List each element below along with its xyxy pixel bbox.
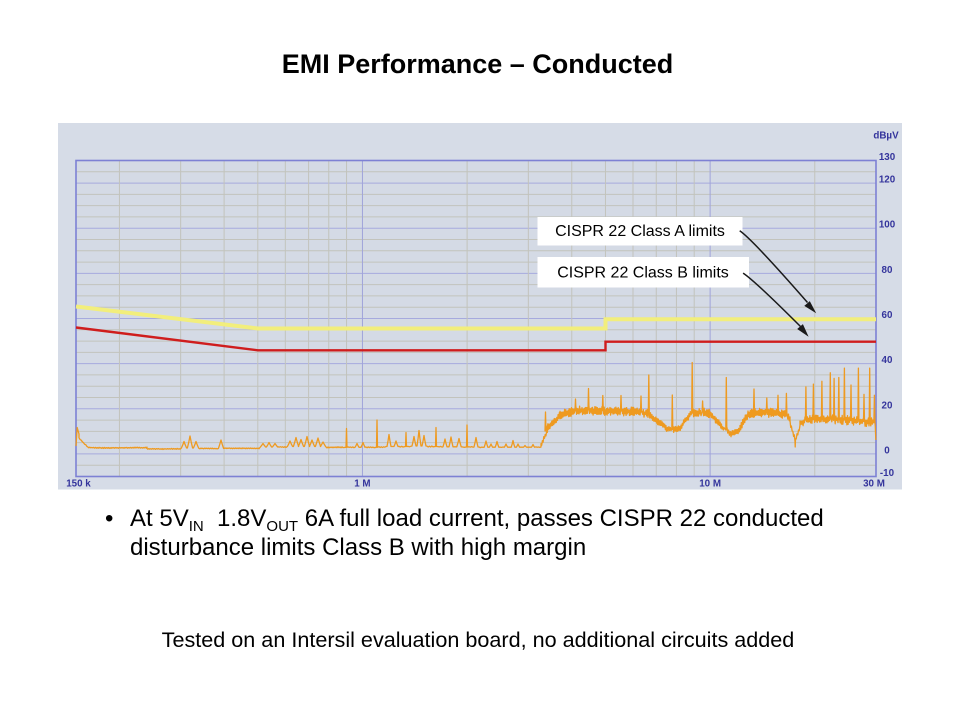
svg-text:100: 100: [879, 220, 896, 231]
svg-text:30 M: 30 M: [863, 479, 885, 490]
svg-text:-10: -10: [880, 468, 895, 479]
svg-text:1 M: 1 M: [354, 479, 370, 490]
svg-text:CISPR 22 Class B limits: CISPR 22 Class B limits: [557, 265, 729, 282]
svg-text:0: 0: [884, 445, 890, 456]
svg-text:CISPR 22 Class A limits: CISPR 22 Class A limits: [555, 223, 725, 240]
svg-text:dBµV: dBµV: [873, 131, 899, 142]
svg-text:40: 40: [882, 355, 893, 366]
svg-text:20: 20: [882, 400, 893, 411]
svg-text:120: 120: [879, 175, 896, 186]
svg-text:150 k: 150 k: [66, 479, 91, 490]
svg-text:80: 80: [882, 265, 893, 276]
svg-text:130: 130: [879, 152, 896, 163]
svg-text:10 M: 10 M: [699, 479, 721, 490]
svg-text:60: 60: [882, 310, 893, 321]
